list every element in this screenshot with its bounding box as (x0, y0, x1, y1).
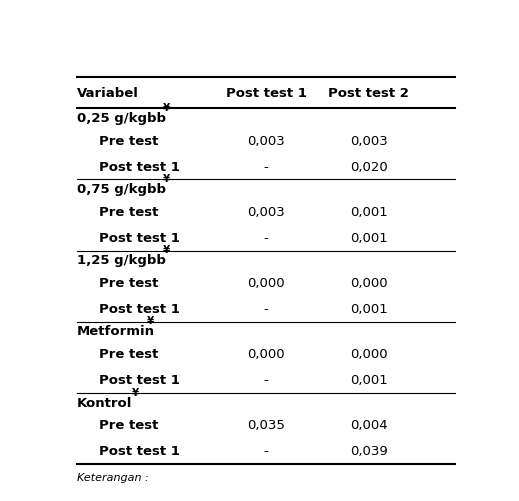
Text: Post test 1: Post test 1 (99, 303, 180, 316)
Text: ¥: ¥ (162, 103, 170, 113)
Text: Pre test: Pre test (99, 205, 158, 218)
Text: 0,001: 0,001 (350, 303, 387, 316)
Text: -: - (264, 303, 268, 316)
Text: 0,003: 0,003 (247, 205, 285, 218)
Text: Post test 1: Post test 1 (226, 87, 306, 100)
Text: -: - (264, 160, 268, 173)
Text: 0,001: 0,001 (350, 231, 387, 244)
Text: Keterangan :: Keterangan : (77, 472, 148, 482)
Text: 0,000: 0,000 (350, 276, 387, 289)
Text: 0,75 g/kgbb: 0,75 g/kgbb (77, 183, 166, 196)
Text: ¥: ¥ (162, 174, 170, 184)
Text: Post test 1: Post test 1 (99, 373, 180, 386)
Text: Pre test: Pre test (99, 418, 158, 431)
Text: 0,020: 0,020 (350, 160, 387, 173)
Text: 0,004: 0,004 (350, 418, 387, 431)
Text: 0,001: 0,001 (350, 205, 387, 218)
Text: 0,25 g/kgbb: 0,25 g/kgbb (77, 112, 166, 125)
Text: 0,039: 0,039 (350, 444, 387, 457)
Text: 0,003: 0,003 (247, 134, 285, 147)
Text: Pre test: Pre test (99, 347, 158, 360)
Text: -: - (264, 444, 268, 457)
Text: 0,001: 0,001 (350, 373, 387, 386)
Text: Post test 1: Post test 1 (99, 444, 180, 457)
Text: 1,25 g/kgbb: 1,25 g/kgbb (77, 254, 166, 267)
Text: Post test 1: Post test 1 (99, 160, 180, 173)
Text: Kontrol: Kontrol (77, 396, 132, 409)
Text: 0,035: 0,035 (247, 418, 285, 431)
Text: Post test 1: Post test 1 (99, 231, 180, 244)
Text: ¥: ¥ (131, 387, 139, 397)
Text: 0,003: 0,003 (350, 134, 387, 147)
Text: Metformin: Metformin (77, 325, 155, 338)
Text: ¥: ¥ (147, 316, 154, 326)
Text: -: - (264, 373, 268, 386)
Text: 0,000: 0,000 (247, 347, 285, 360)
Text: 0,000: 0,000 (350, 347, 387, 360)
Text: Post test 2: Post test 2 (328, 87, 409, 100)
Text: Variabel: Variabel (77, 87, 139, 100)
Text: Pre test: Pre test (99, 276, 158, 289)
Text: ¥: ¥ (162, 245, 170, 255)
Text: -: - (264, 231, 268, 244)
Text: 0,000: 0,000 (247, 276, 285, 289)
Text: Pre test: Pre test (99, 134, 158, 147)
